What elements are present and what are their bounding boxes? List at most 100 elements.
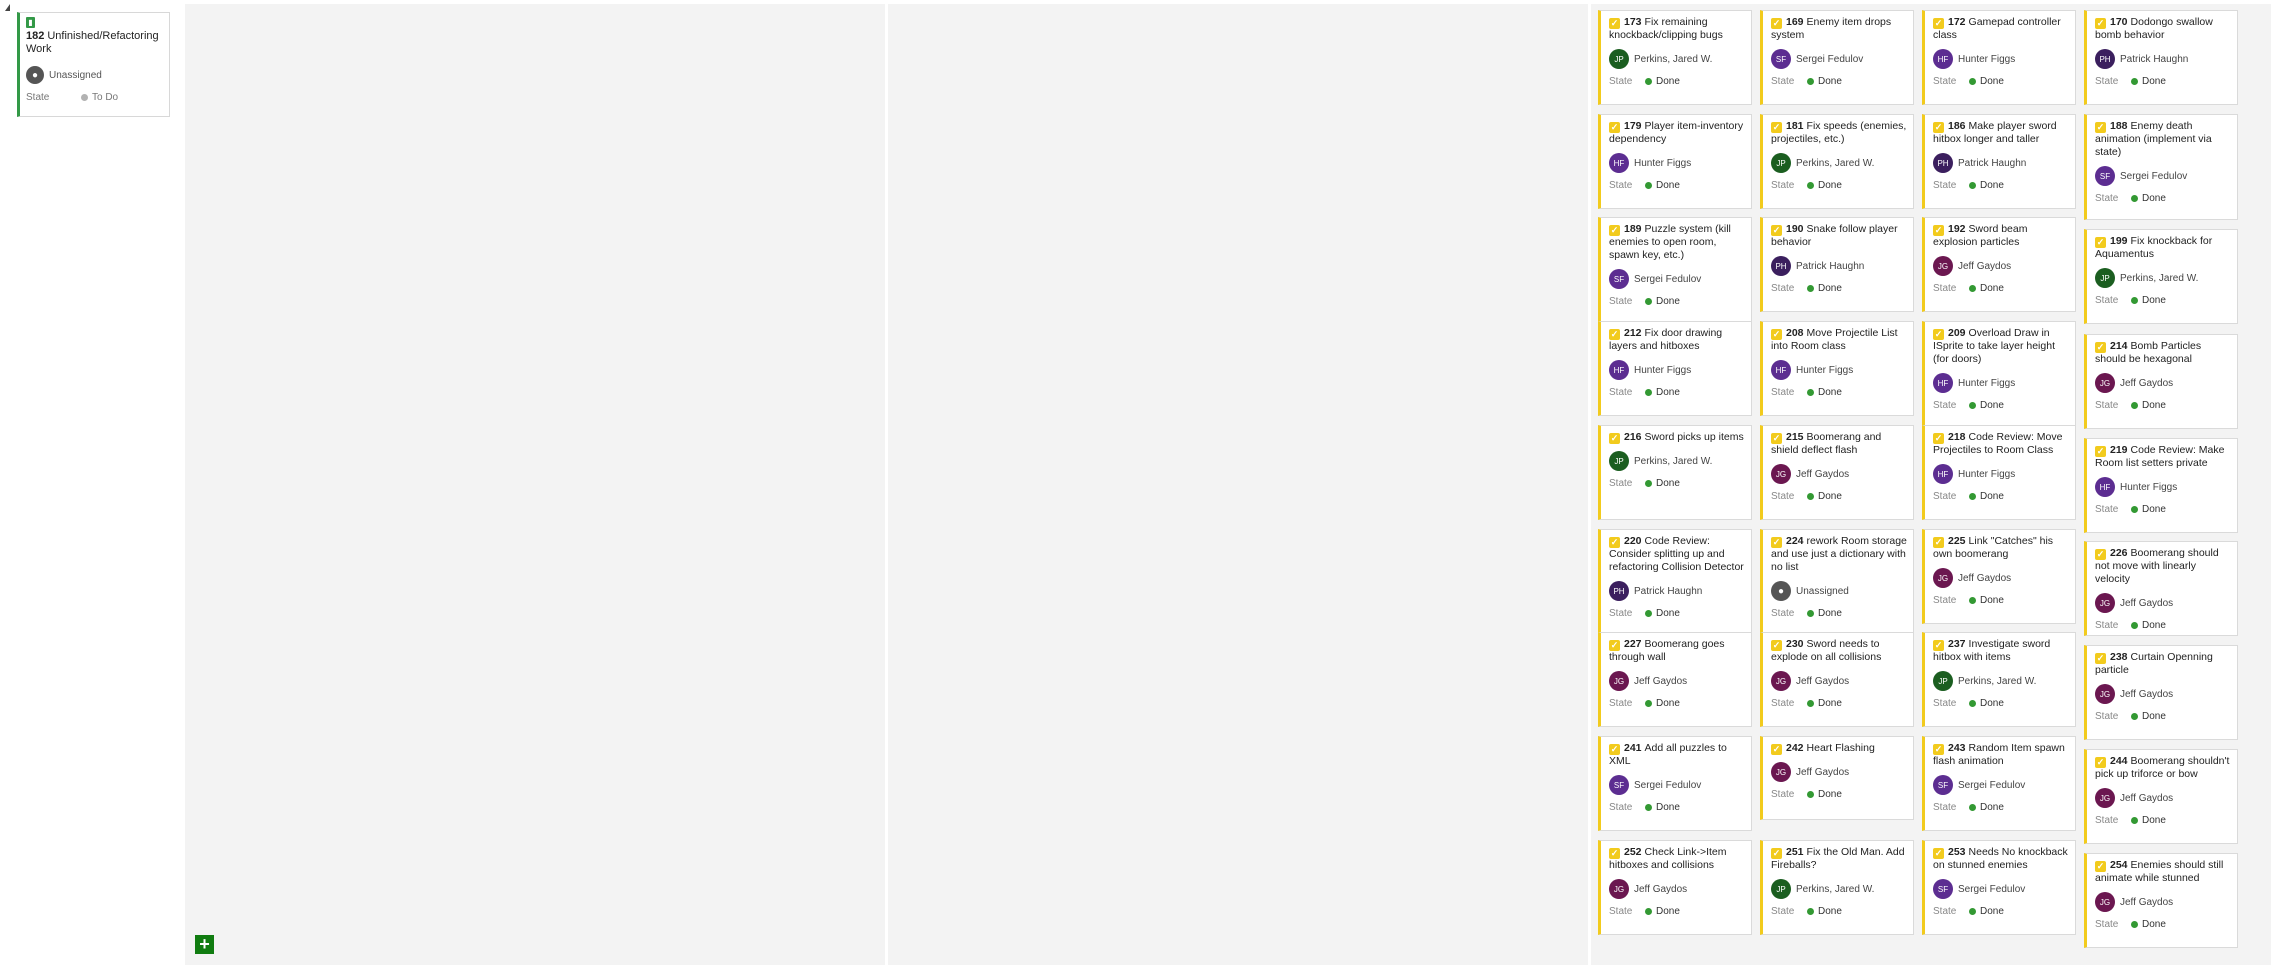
task-card-title[interactable]: ✓ 218 Code Review: Move Projectiles to Roo… (1933, 431, 2069, 457)
task-card-assignee[interactable]: SF Sergei Fedulov (1933, 879, 2069, 899)
task-card[interactable]: ✓ 253 Needs No knockback on stunned enemie… (1922, 840, 2076, 935)
task-card-state[interactable]: State Done (2095, 76, 2231, 87)
task-card-title[interactable]: ✓ 244 Boomerang shouldn't pick up triforce… (2095, 755, 2231, 781)
task-card[interactable]: ✓ 215 Boomerang and shield deflect flash JG… (1760, 425, 1914, 520)
task-card[interactable]: ✓ 192 Sword beam explosion particles JG Jeff… (1922, 217, 2076, 312)
task-card-assignee[interactable]: ● Unassigned (1771, 581, 1907, 601)
task-card-state[interactable]: State Done (1609, 387, 1745, 398)
task-card-title[interactable]: ✓ 254 Enemies should still animate while s… (2095, 859, 2231, 885)
task-card-title[interactable]: ✓ 226 Boomerang should not move with linea… (2095, 547, 2231, 586)
task-card-state[interactable]: State Done (1933, 400, 2069, 411)
task-card-state[interactable]: State Done (2095, 193, 2231, 204)
task-card-title[interactable]: ✓ 169 Enemy item drops system (1771, 16, 1907, 42)
task-card-state[interactable]: State Done (1933, 491, 2069, 502)
task-card-title[interactable]: ✓ 181 Fix speeds (enemies, projectiles, et… (1771, 120, 1907, 146)
task-card[interactable]: ✓ 172 Gamepad controller class HF Hunter Fig… (1922, 10, 2076, 105)
task-card[interactable]: ✓ 188 Enemy death animation (implement via… (2084, 114, 2238, 220)
task-card-assignee[interactable]: JP Perkins, Jared W. (1609, 49, 1745, 69)
task-card-title[interactable]: ✓ 208 Move Projectile List into Room class (1771, 327, 1907, 353)
task-card-title[interactable]: ✓ 224 rework Room storage and use just a d… (1771, 535, 1907, 574)
task-card-title[interactable]: ✓ 192 Sword beam explosion particles (1933, 223, 2069, 249)
task-card-state[interactable]: State Done (2095, 295, 2231, 306)
task-card-state[interactable]: State Done (1609, 906, 1745, 917)
task-card-title[interactable]: ✓ 241 Add all puzzles to XML (1609, 742, 1745, 768)
task-card-title[interactable]: ✓ 227 Boomerang goes through wall (1609, 638, 1745, 664)
parent-card-state[interactable]: State To Do (26, 92, 163, 103)
task-card-assignee[interactable]: JG Jeff Gaydos (2095, 788, 2231, 808)
task-card-title[interactable]: ✓ 253 Needs No knockback on stunned enemie… (1933, 846, 2069, 872)
task-card[interactable]: ✓ 170 Dodongo swallow bomb behavior PH Patri… (2084, 10, 2238, 105)
task-card-assignee[interactable]: JP Perkins, Jared W. (2095, 268, 2231, 288)
task-card[interactable]: ✓ 173 Fix remaining knockback/clipping bug… (1598, 10, 1752, 105)
task-card-assignee[interactable]: PH Patrick Haughn (1933, 153, 2069, 173)
task-card-assignee[interactable]: JG Jeff Gaydos (1933, 256, 2069, 276)
task-card[interactable]: ✓ 186 Make player sword hitbox longer and … (1922, 114, 2076, 209)
task-card-title[interactable]: ✓ 220 Code Review: Consider splitting up a… (1609, 535, 1745, 574)
task-card-title[interactable]: ✓ 170 Dodongo swallow bomb behavior (2095, 16, 2231, 42)
task-card-title[interactable]: ✓ 237 Investigate sword hitbox with items (1933, 638, 2069, 664)
task-card-assignee[interactable]: JG Jeff Gaydos (1609, 879, 1745, 899)
task-card[interactable]: ✓ 238 Curtain Openning particle JG Jeff Gayd… (2084, 645, 2238, 740)
task-card-title[interactable]: ✓ 188 Enemy death animation (implement via… (2095, 120, 2231, 159)
task-card-title[interactable]: ✓ 186 Make player sword hitbox longer and … (1933, 120, 2069, 146)
task-card-assignee[interactable]: JP Perkins, Jared W. (1933, 671, 2069, 691)
task-card-title[interactable]: ✓ 242 Heart Flashing (1771, 742, 1907, 755)
task-card-state[interactable]: State Done (1771, 906, 1907, 917)
task-card-title[interactable]: ✓ 190 Snake follow player behavior (1771, 223, 1907, 249)
task-card-title[interactable]: ✓ 243 Random Item spawn flash animation (1933, 742, 2069, 768)
task-card[interactable]: ✓ 251 Fix the Old Man. Add Fireballs? JP Per… (1760, 840, 1914, 935)
task-card-title[interactable]: ✓ 212 Fix door drawing layers and hitboxes (1609, 327, 1745, 353)
task-card-assignee[interactable]: JG Jeff Gaydos (2095, 684, 2231, 704)
task-card[interactable]: ✓ 227 Boomerang goes through wall JG Jeff Ga… (1598, 632, 1752, 727)
task-card-title[interactable]: ✓ 216 Sword picks up items (1609, 431, 1745, 444)
task-card[interactable]: ✓ 169 Enemy item drops system SF Sergei Fedu… (1760, 10, 1914, 105)
parent-work-item-card[interactable]: ▮ 182 Unfinished/Refactoring Work ● Unass… (17, 12, 170, 117)
task-card-state[interactable]: State Done (1771, 387, 1907, 398)
task-card[interactable]: ✓ 225 Link "Catches" his own boomerang JG Je… (1922, 529, 2076, 624)
task-card[interactable]: ✓ 243 Random Item spawn flash animation SF S… (1922, 736, 2076, 831)
task-card-assignee[interactable]: HF Hunter Figgs (1933, 49, 2069, 69)
task-card-title[interactable]: ✓ 209 Overload Draw in ISprite to take lay… (1933, 327, 2069, 366)
task-card-state[interactable]: State Done (1933, 802, 2069, 813)
task-card-title[interactable]: ✓ 230 Sword needs to explode on all collis… (1771, 638, 1907, 664)
task-card-title[interactable]: ✓ 214 Bomb Particles should be hexagonal (2095, 340, 2231, 366)
task-card-assignee[interactable]: JG Jeff Gaydos (1771, 671, 1907, 691)
task-card[interactable]: ✓ 214 Bomb Particles should be hexagonal JG… (2084, 334, 2238, 429)
task-card-state[interactable]: State Done (1933, 283, 2069, 294)
collapse-toggle-icon[interactable] (5, 4, 10, 11)
task-card-title[interactable]: ✓ 219 Code Review: Make Room list setters … (2095, 444, 2231, 470)
parent-card-assignee[interactable]: ● Unassigned (26, 66, 163, 84)
task-card[interactable]: ✓ 237 Investigate sword hitbox with items J… (1922, 632, 2076, 727)
task-card[interactable]: ✓ 190 Snake follow player behavior PH Patric… (1760, 217, 1914, 312)
task-card-assignee[interactable]: PH Patrick Haughn (1609, 581, 1745, 601)
task-card-state[interactable]: State Done (1771, 608, 1907, 619)
task-card-state[interactable]: State Done (1609, 802, 1745, 813)
task-card-state[interactable]: State Done (1771, 76, 1907, 87)
task-card[interactable]: ✓ 216 Sword picks up items JP Perkins, Jared… (1598, 425, 1752, 520)
task-card[interactable]: ✓ 189 Puzzle system (kill enemies to open … (1598, 217, 1752, 323)
task-card-title[interactable]: ✓ 225 Link "Catches" his own boomerang (1933, 535, 2069, 561)
task-card-title[interactable]: ✓ 251 Fix the Old Man. Add Fireballs? (1771, 846, 1907, 872)
task-card-assignee[interactable]: JP Perkins, Jared W. (1609, 451, 1745, 471)
task-card-state[interactable]: State Done (1933, 698, 2069, 709)
task-card-state[interactable]: State Done (1933, 180, 2069, 191)
task-card-assignee[interactable]: HF Hunter Figgs (1933, 373, 2069, 393)
task-card-state[interactable]: State Done (1771, 180, 1907, 191)
task-card[interactable]: ✓ 181 Fix speeds (enemies, projectiles, et… (1760, 114, 1914, 209)
task-card-title[interactable]: ✓ 215 Boomerang and shield deflect flash (1771, 431, 1907, 457)
task-card-assignee[interactable]: SF Sergei Fedulov (2095, 166, 2231, 186)
task-card-state[interactable]: State Done (1609, 608, 1745, 619)
task-card-state[interactable]: State Done (1933, 76, 2069, 87)
task-card[interactable]: ✓ 219 Code Review: Make Room list setters … (2084, 438, 2238, 533)
task-card-assignee[interactable]: JG Jeff Gaydos (2095, 593, 2231, 613)
task-card-assignee[interactable]: JP Perkins, Jared W. (1771, 879, 1907, 899)
task-card-assignee[interactable]: JG Jeff Gaydos (1609, 671, 1745, 691)
task-card-title[interactable]: ✓ 172 Gamepad controller class (1933, 16, 2069, 42)
parent-card-title[interactable]: 182 Unfinished/Refactoring Work (26, 30, 163, 56)
task-card-assignee[interactable]: JP Perkins, Jared W. (1771, 153, 1907, 173)
task-card-assignee[interactable]: HF Hunter Figgs (2095, 477, 2231, 497)
task-card-state[interactable]: State Done (2095, 504, 2231, 515)
task-card-title[interactable]: ✓ 173 Fix remaining knockback/clipping bug… (1609, 16, 1745, 42)
task-card[interactable]: ✓ 224 rework Room storage and use just a d… (1760, 529, 1914, 635)
task-card-assignee[interactable]: JG Jeff Gaydos (1771, 464, 1907, 484)
